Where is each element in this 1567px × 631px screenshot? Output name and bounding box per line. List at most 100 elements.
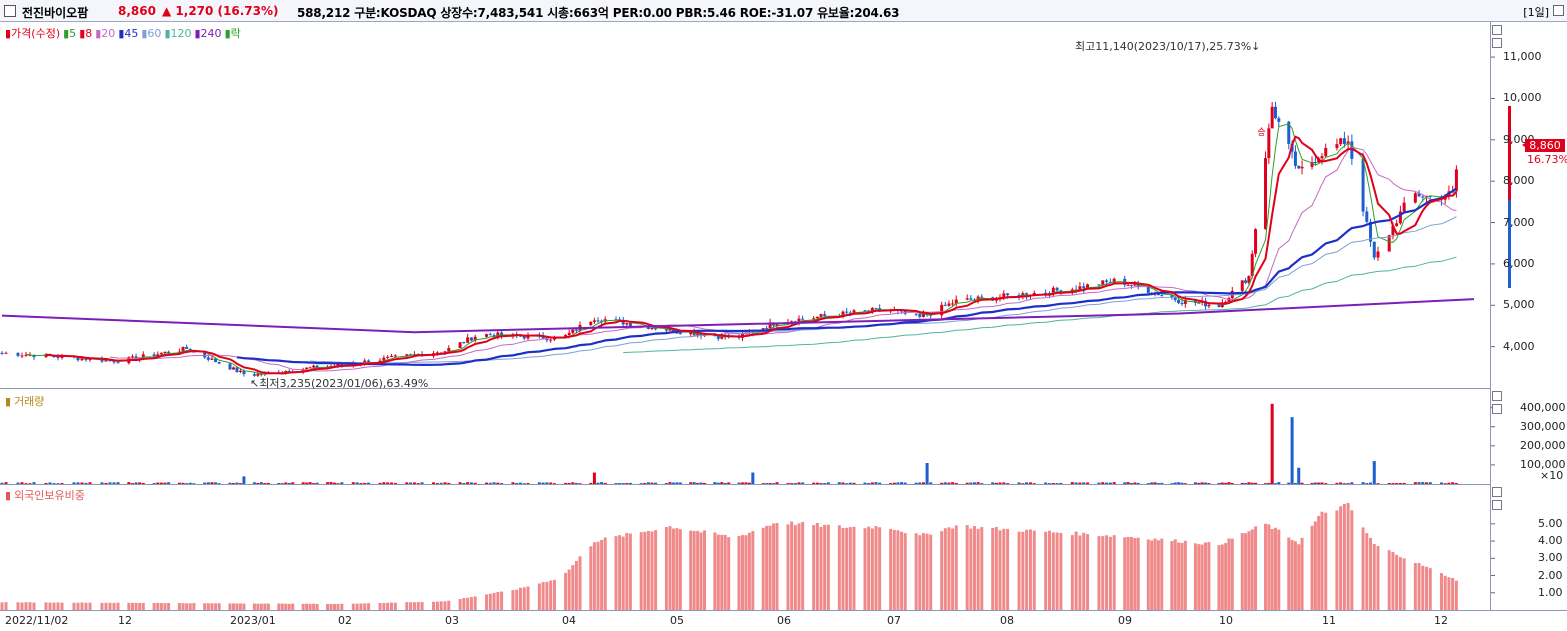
stock-name: 전진바이오팜 [22,6,89,20]
candle-body [315,365,319,369]
volume-bar [867,483,871,484]
candle-body [574,329,578,331]
volume-bar [359,483,363,484]
foreign-bar [386,602,390,610]
foreign-bar [1361,527,1365,610]
candle-body [797,318,801,323]
minimize-icon[interactable] [1492,487,1502,497]
volume-bar [112,482,116,484]
minimize-icon[interactable] [1492,391,1502,401]
volume-bar [848,482,852,484]
maximize-icon[interactable] [1492,38,1502,48]
volume-bar [740,482,744,484]
close-icon[interactable] [1553,5,1564,16]
current-pct-tag: 16.73% [1527,153,1567,166]
volume-bar [526,483,530,484]
candle-body [852,310,856,314]
foreign-bar [699,532,703,610]
foreign-bar [1376,546,1380,610]
foreign-bar [1310,525,1314,610]
foreign-bar [574,561,578,610]
foreign-bar [141,602,145,610]
volume-bar [991,482,995,484]
foreign-panel-buttons[interactable] [1492,487,1514,510]
candle-body [969,298,973,300]
volume-bar [1244,483,1248,484]
volume-bar [412,482,416,484]
foreign-bar [954,525,958,610]
volume-bar [252,482,256,484]
volume-bar [643,483,647,484]
candle-body [386,356,390,358]
foreign-bar [1391,551,1395,610]
candle-body [664,329,668,331]
price-tick-label: 8,000 [1503,174,1535,188]
foreign-bar [723,534,727,610]
price-panel-buttons[interactable] [1492,25,1514,48]
volume-bar [76,482,80,484]
foreign-bar [515,589,519,610]
foreign-bar [1126,536,1130,610]
volume-bar [185,483,189,484]
candle-body [214,358,218,363]
candle-body [522,336,526,339]
foreign-bar [727,537,731,610]
foreign-bar [837,525,841,610]
foreign-bar [228,603,232,610]
candle-body [823,314,827,316]
volume-bar [439,482,443,484]
foreign-bar [329,603,333,610]
volume-bar [1129,483,1133,484]
candle-body [259,373,263,375]
volume-bar [541,482,545,484]
foreign-bar [163,603,167,610]
volume-bar [1247,482,1251,484]
foreign-bar [159,603,163,610]
volume-bar [181,482,185,484]
maximize-icon[interactable] [1492,500,1502,510]
foreign-bar [1247,531,1251,610]
volume-bar [1402,482,1406,484]
foreign-bar [1207,542,1211,610]
foreign-bar [1006,528,1010,610]
candle-body [1105,280,1109,282]
foreign-bar [231,603,235,610]
volume-bar [852,482,856,484]
volume-bar [892,482,896,484]
foreign-bar [596,541,600,610]
volume-bar [552,483,556,484]
foreign-bar [863,528,867,610]
foreign-bar [500,591,504,610]
volume-bar [1153,482,1157,484]
foreign-bar [1317,515,1321,610]
legend-item-0: ▮가격(수정) [5,27,61,40]
minimize-icon[interactable] [1492,25,1502,35]
candle-body [1217,304,1221,307]
volume-bar [1002,482,1006,484]
volume-bar [972,482,976,484]
period-selector[interactable]: [1일] [1523,6,1549,19]
x-axis-label: 05 [670,614,684,627]
volume-bar [435,483,439,484]
volume-bar [1250,482,1254,484]
volume-bar [689,482,693,484]
maximize-icon[interactable] [1492,404,1502,414]
foreign-bar [1342,503,1346,610]
foreign-bar [793,525,797,610]
foreign-bar [405,602,409,610]
candle-body [1300,166,1304,169]
candle-body [654,327,658,330]
volume-bar [393,482,397,484]
volume-panel-buttons[interactable] [1492,391,1514,414]
volume-bar [600,482,604,484]
candle-body [466,337,470,343]
foreign-bar [703,530,707,610]
candle-body [768,322,772,329]
foreign-bar [696,530,700,610]
candle-body [1126,284,1130,286]
candle-body [918,313,922,317]
candle-body [951,303,955,305]
volume-bar [976,482,980,484]
select-checkbox[interactable] [4,5,16,17]
